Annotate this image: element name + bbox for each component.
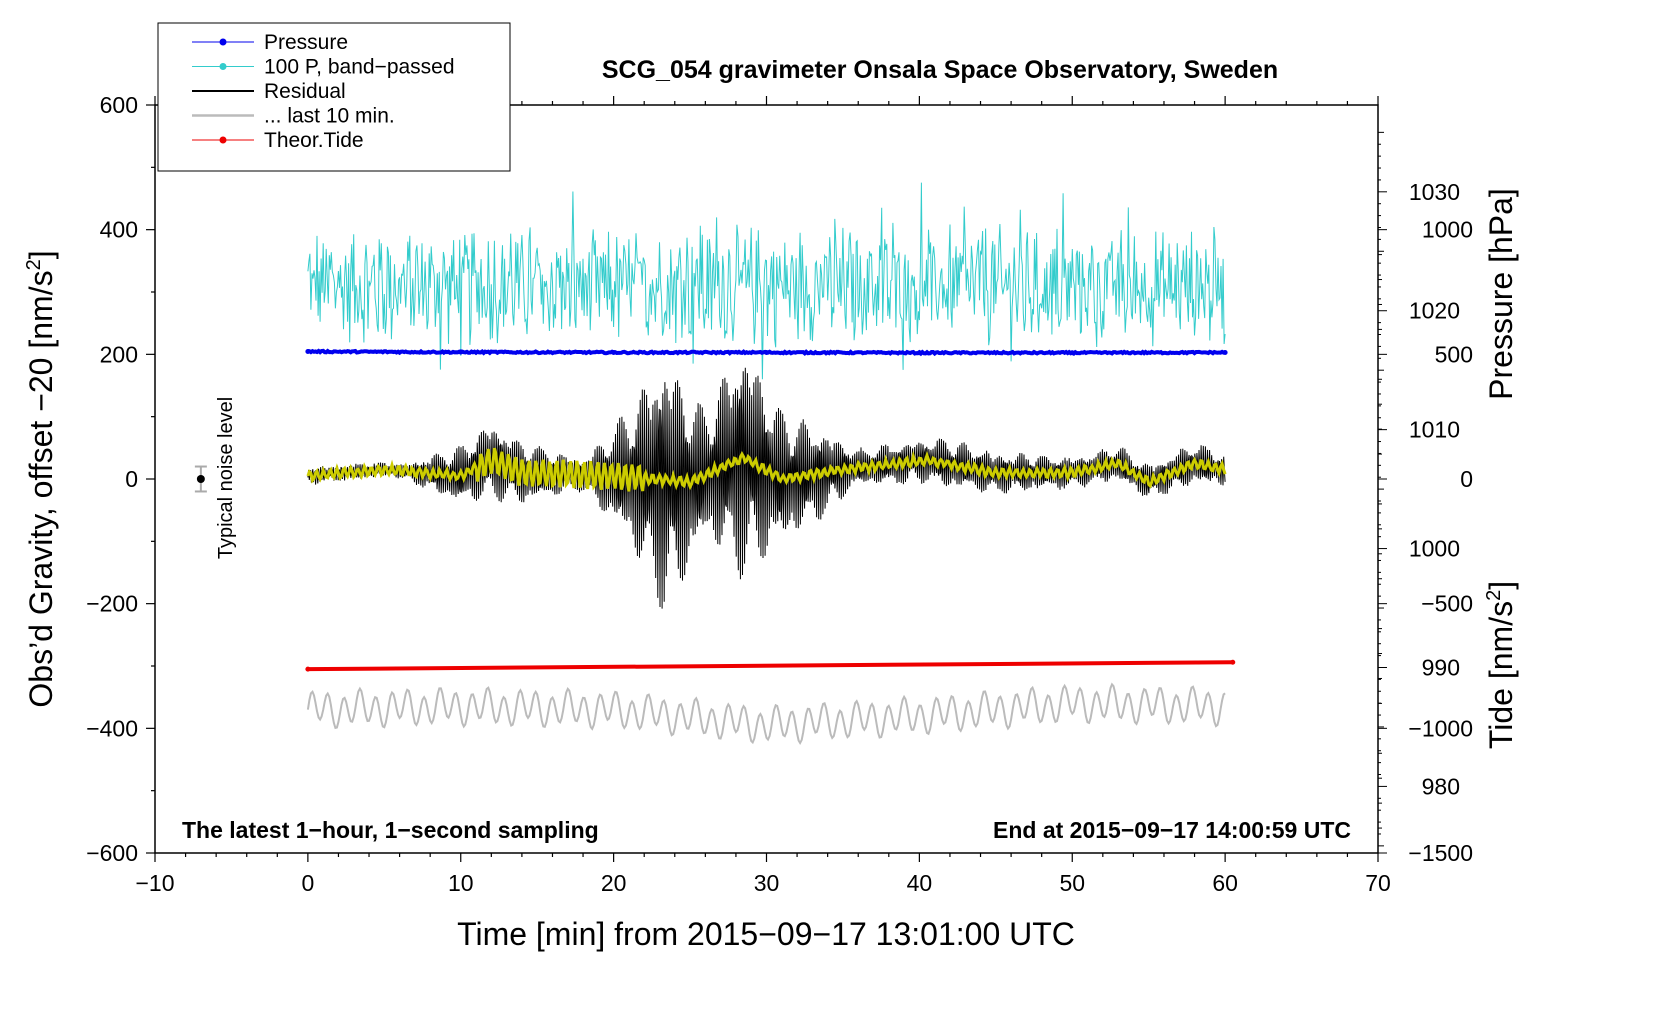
tide-point — [1230, 659, 1236, 665]
legend-box — [157, 22, 511, 172]
y-tick-label: 600 — [100, 92, 138, 118]
legend-marker — [219, 136, 227, 144]
legend-marker — [219, 38, 227, 46]
pressure-point — [1069, 350, 1075, 356]
legend-label: 100 P, band−passed — [264, 56, 455, 79]
legend-label: Pressure — [264, 31, 348, 54]
x-tick-label: −10 — [135, 870, 174, 896]
y-axis-label-left: Obs’d Gravity, offset −20 [nm/s2] — [23, 250, 59, 707]
pressure-point — [764, 349, 769, 355]
pressure-tick-label: 1020 — [1409, 298, 1460, 324]
y-axis-label-left-end: ] — [23, 250, 59, 259]
y-tick-label: −400 — [86, 715, 138, 741]
pressure-axis-label: Pressure [hPa] — [1483, 188, 1519, 400]
noise-level-label: Typical noise level — [215, 397, 237, 559]
pressure-point — [916, 350, 922, 356]
legend-label: Residual — [264, 80, 346, 103]
y-axis-label-left-sup: 2 — [23, 259, 45, 270]
axes-layer: −10 0 10 20 30 40 50 60 70−600−400−2000200400600… — [86, 92, 1473, 896]
y-tick-label: 0 — [125, 466, 138, 492]
x-tick-label: 20 — [601, 870, 627, 896]
legend-marker — [219, 63, 227, 70]
series-theor-tide — [307, 660, 1233, 672]
pressure-tick-label: 1000 — [1409, 536, 1460, 562]
data-layer — [194, 182, 1236, 746]
pressure-tick-label: 980 — [1422, 773, 1460, 799]
legend-label: Theor.Tide — [264, 129, 364, 152]
x-tick-label: 60 — [1212, 870, 1238, 896]
series-residual-lowpass — [306, 447, 1227, 492]
pressure-tick-label: 1010 — [1409, 417, 1460, 443]
noise-point — [196, 475, 205, 483]
legend-label: ... last 10 min. — [264, 105, 395, 128]
y-axis-label-left-main: Obs’d Gravity, offset −20 [nm/s — [23, 270, 59, 707]
bottom-right-annotation: End at 2015−09−17 14:00:59 UTC — [993, 817, 1351, 843]
pressure-point — [305, 349, 311, 355]
series-last-10-min — [306, 682, 1226, 746]
pressure-point — [458, 349, 464, 355]
x-tick-label: 40 — [907, 870, 933, 896]
tide-tick-label: −1500 — [1408, 840, 1473, 866]
tide-tick-label: 500 — [1435, 341, 1473, 367]
tide-tick-label: −500 — [1421, 591, 1473, 617]
x-tick-label: 0 — [301, 870, 314, 896]
tide-axis-label: Tide [nm/s2] — [1483, 581, 1519, 749]
tide-tick-label: −1000 — [1408, 715, 1473, 741]
y-tick-label: −200 — [86, 591, 138, 617]
pressure-tick-label: 1030 — [1409, 179, 1460, 205]
tide-tick-label: 1000 — [1422, 217, 1473, 243]
y-tick-label: 400 — [100, 217, 138, 243]
pressure-tick-label: 990 — [1422, 654, 1460, 680]
tide-axis-label-end: ] — [1483, 581, 1519, 590]
pressure-point — [1222, 349, 1228, 355]
x-tick-label: 70 — [1365, 870, 1391, 896]
x-tick-label: 30 — [754, 870, 780, 896]
bottom-left-annotation: The latest 1−hour, 1−second sampling — [182, 817, 599, 843]
tide-point — [305, 666, 311, 672]
x-axis-label: Time [min] from 2015−09−17 13:01:00 UTC — [457, 916, 1075, 952]
y-tick-label: 200 — [100, 341, 138, 367]
tide-tick-label: 0 — [1460, 466, 1473, 492]
tide-axis-label-sup: 2 — [1483, 590, 1505, 601]
tide-axis-label-main: Tide [nm/s — [1483, 601, 1519, 749]
pressure-point — [611, 349, 617, 355]
chart-title: SCG_054 gravimeter Onsala Space Observat… — [602, 56, 1278, 84]
x-tick-label: 10 — [448, 870, 474, 896]
y-tick-label: −600 — [86, 840, 138, 866]
x-tick-label: 50 — [1059, 870, 1085, 896]
series-residual — [307, 367, 1226, 609]
series-bandpassed-pressure — [307, 182, 1226, 380]
